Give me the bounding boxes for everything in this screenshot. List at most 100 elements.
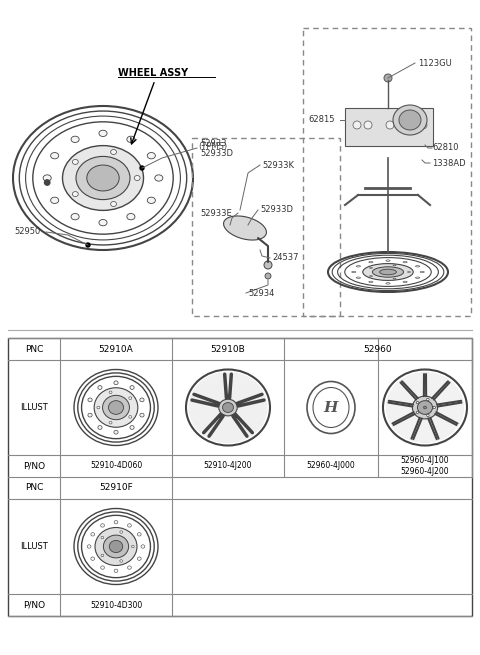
Ellipse shape [393,105,427,135]
Ellipse shape [91,557,95,561]
Ellipse shape [43,175,51,181]
Ellipse shape [71,214,79,220]
Ellipse shape [109,540,123,553]
Text: 52933E: 52933E [200,208,232,217]
Ellipse shape [386,283,390,284]
Ellipse shape [363,263,413,280]
Ellipse shape [370,267,372,269]
Text: ILLUST: ILLUST [20,403,48,412]
Ellipse shape [97,406,100,409]
Text: 24537: 24537 [272,253,299,263]
Ellipse shape [128,524,132,527]
Ellipse shape [393,265,396,266]
Ellipse shape [109,421,112,424]
Ellipse shape [88,398,92,402]
Ellipse shape [380,269,396,275]
Ellipse shape [72,192,78,196]
Ellipse shape [62,145,144,210]
Text: 62810: 62810 [432,143,458,153]
Bar [345,108,433,146]
Ellipse shape [103,535,129,558]
Ellipse shape [87,545,91,548]
Ellipse shape [137,557,141,561]
Text: 52934: 52934 [248,288,275,297]
Ellipse shape [403,281,407,282]
Text: 1338AD: 1338AD [432,159,466,168]
Ellipse shape [226,395,230,399]
Text: 52933D: 52933D [260,206,293,214]
Ellipse shape [403,261,407,263]
Ellipse shape [412,396,438,419]
Ellipse shape [420,271,424,272]
Text: 52960-4J100
52960-4J200: 52960-4J100 52960-4J200 [401,456,449,476]
Ellipse shape [94,388,138,427]
Ellipse shape [356,265,360,267]
Circle shape [265,273,271,279]
Ellipse shape [114,430,118,434]
Ellipse shape [147,153,156,159]
Ellipse shape [399,110,421,130]
Ellipse shape [416,402,419,403]
Ellipse shape [50,153,59,159]
Circle shape [408,121,416,129]
Ellipse shape [76,157,130,200]
Ellipse shape [416,265,420,267]
Ellipse shape [99,130,107,136]
Ellipse shape [132,545,134,548]
Ellipse shape [369,281,373,282]
Ellipse shape [127,136,135,143]
Ellipse shape [114,569,118,572]
Circle shape [386,121,394,129]
Text: P/NO: P/NO [23,601,45,610]
Ellipse shape [50,197,59,204]
Ellipse shape [423,406,426,409]
Text: 1123GU: 1123GU [418,58,452,67]
Text: ILLUST: ILLUST [20,542,48,551]
Text: 52950: 52950 [14,227,40,236]
Ellipse shape [215,402,219,406]
Ellipse shape [128,566,132,569]
Ellipse shape [72,159,78,164]
Ellipse shape [352,271,356,272]
Ellipse shape [91,533,95,536]
Ellipse shape [88,413,92,417]
Text: 52933K: 52933K [262,160,294,170]
Ellipse shape [416,277,420,278]
Ellipse shape [114,381,118,384]
Ellipse shape [130,426,134,430]
Ellipse shape [127,214,135,220]
Text: 52910-4D060: 52910-4D060 [90,462,142,470]
Text: PNC: PNC [25,483,43,493]
Text: 52910-4J200: 52910-4J200 [204,462,252,470]
Ellipse shape [427,415,429,417]
Ellipse shape [418,401,432,415]
Bar [303,28,471,316]
Bar [192,138,340,316]
Ellipse shape [372,267,404,277]
Ellipse shape [129,415,132,418]
Ellipse shape [101,554,104,557]
Circle shape [86,243,90,247]
Ellipse shape [111,149,117,155]
Ellipse shape [433,406,435,409]
Ellipse shape [137,533,141,536]
Text: (TPMS): (TPMS) [198,142,227,151]
Ellipse shape [87,165,119,191]
Ellipse shape [427,398,429,401]
Text: 52910A: 52910A [98,345,133,354]
Ellipse shape [99,219,107,226]
Text: 62815: 62815 [308,115,335,124]
Ellipse shape [129,397,132,400]
Ellipse shape [101,566,105,569]
Ellipse shape [223,403,233,413]
Text: 52933D: 52933D [200,149,233,157]
Ellipse shape [219,414,223,418]
Text: 52960: 52960 [364,345,392,354]
Ellipse shape [108,401,123,415]
Circle shape [384,74,392,82]
Ellipse shape [369,261,373,263]
Ellipse shape [189,372,267,443]
Ellipse shape [147,197,156,204]
Text: 52910-4D300: 52910-4D300 [90,601,142,610]
Ellipse shape [114,521,118,524]
